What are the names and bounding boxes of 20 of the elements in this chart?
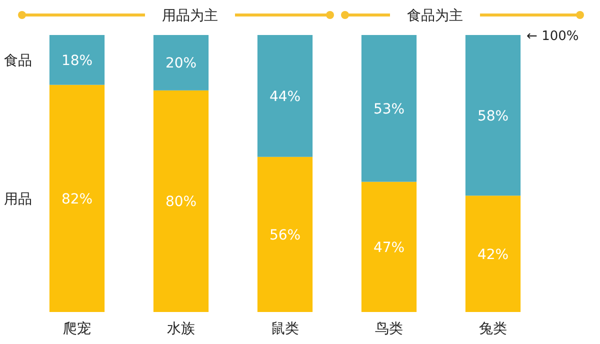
data-label: 47% — [373, 240, 405, 256]
data-label: 80% — [165, 194, 197, 210]
annotation: ← 100% — [526, 29, 579, 44]
x-tick-label: 兔类 — [479, 321, 507, 337]
data-label: 53% — [373, 101, 405, 118]
x-tick-label: 鸟类 — [375, 321, 403, 337]
text: 食品为主 — [407, 8, 463, 24]
data-label: 20% — [165, 56, 197, 72]
data-label: 44% — [269, 88, 301, 105]
text: 用品为主 — [162, 8, 218, 24]
data-label: 42% — [477, 246, 509, 263]
series-label: 食品 — [4, 52, 32, 69]
data-label: 18% — [61, 52, 93, 69]
data-label: 56% — [269, 227, 301, 244]
x-tick-label: 鼠类 — [271, 321, 299, 337]
data-label: 58% — [477, 108, 509, 124]
x-tick-label: 爬宠 — [63, 321, 91, 337]
data-label: 82% — [61, 191, 93, 208]
series-label: 用品 — [4, 191, 32, 208]
x-tick-label: 水族 — [167, 321, 195, 337]
